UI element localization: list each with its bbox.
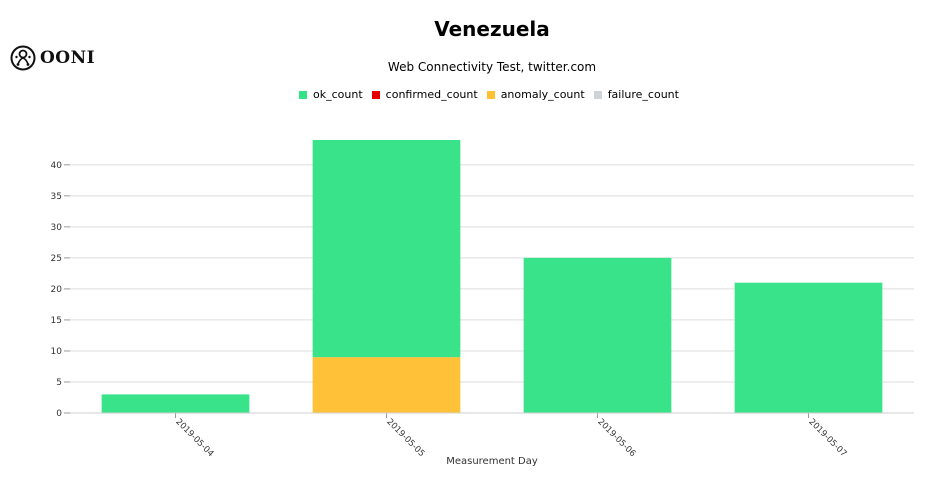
x-tick-label-2019-05-04: 2019-05-04: [173, 417, 215, 459]
legend-label-confirmed: confirmed_count: [385, 88, 478, 101]
y-tick-label-20: 20: [51, 285, 63, 295]
bar-ok_count-2019-05-07: [734, 282, 883, 413]
y-tick-label-10: 10: [51, 347, 63, 357]
y-tick-label-35: 35: [51, 192, 62, 202]
legend-label-failure: failure_count: [607, 88, 679, 101]
legend-item-confirmed[interactable]: confirmed_count: [371, 88, 478, 101]
bar-ok_count-2019-05-06: [523, 257, 672, 413]
legend-swatch-confirmed: [371, 90, 380, 99]
legend-swatch-anomaly: [486, 90, 495, 99]
ooni-logo: OONI: [10, 44, 95, 72]
x-tick-label-2019-05-05: 2019-05-05: [384, 417, 426, 459]
y-tick-label-30: 30: [51, 223, 63, 233]
y-tick-label-40: 40: [51, 161, 63, 171]
bar-ok_count-2019-05-04: [101, 394, 250, 413]
legend-label-anomaly: anomaly_count: [500, 88, 585, 101]
bar-anomaly_count-2019-05-05: [312, 357, 461, 413]
legend-item-failure[interactable]: failure_count: [593, 88, 679, 101]
legend-swatch-ok: [299, 90, 308, 99]
y-tick-label-15: 15: [51, 316, 62, 326]
x-axis-title: Measurement Day: [446, 456, 538, 467]
chart-title: Venezuela: [434, 17, 550, 41]
chart-legend: ok_count confirmed_count anomaly_count f…: [0, 88, 936, 101]
y-tick-label-25: 25: [51, 254, 62, 264]
x-tick-label-2019-05-06: 2019-05-06: [595, 417, 637, 459]
chart-subtitle: Web Connectivity Test, twitter.com: [387, 60, 597, 74]
legend-label-ok: ok_count: [313, 88, 363, 101]
legend-item-ok[interactable]: ok_count: [299, 88, 363, 101]
bar-ok_count-2019-05-05: [312, 140, 461, 358]
x-tick-label-2019-05-07: 2019-05-07: [806, 417, 848, 459]
y-tick-label-0: 0: [56, 409, 62, 419]
y-tick-label-5: 5: [56, 378, 62, 388]
legend-item-anomaly[interactable]: anomaly_count: [486, 88, 585, 101]
legend-swatch-failure: [593, 90, 602, 99]
ooni-octopus-icon: [10, 45, 36, 71]
logo-text: OONI: [40, 48, 96, 68]
